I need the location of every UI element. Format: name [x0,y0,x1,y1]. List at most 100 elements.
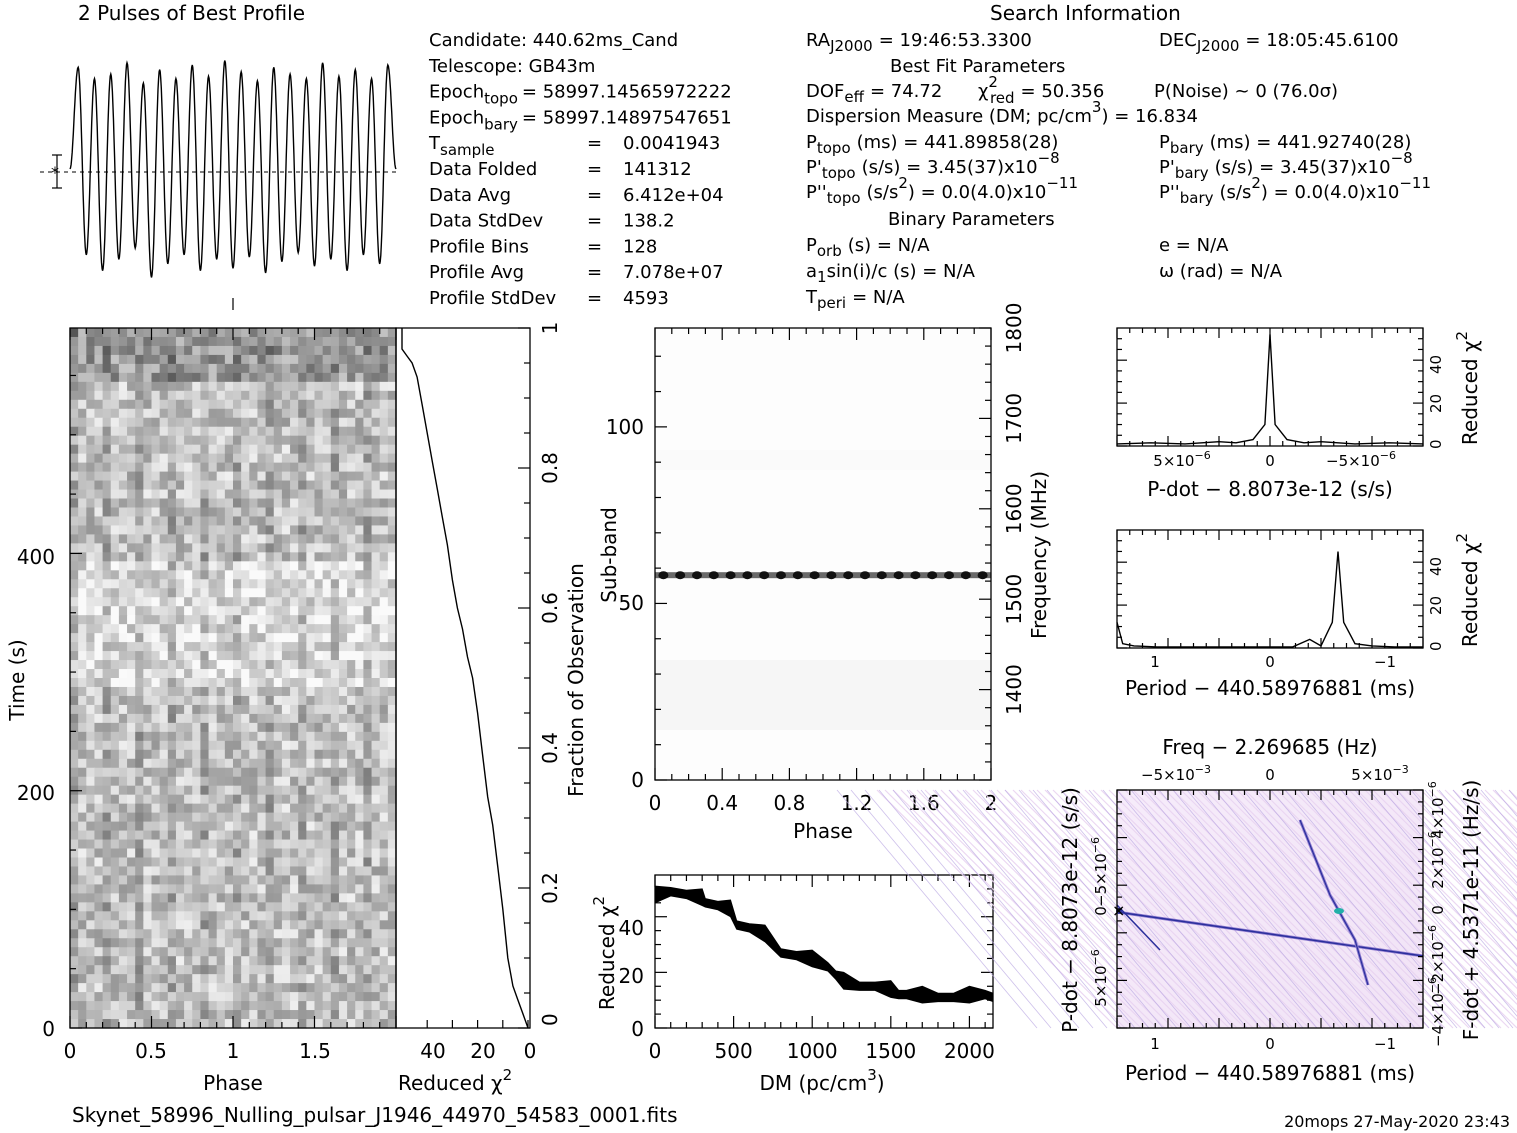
time-phase-cell [94,758,104,769]
time-phase-cell [379,408,389,419]
time-phase-cell [102,803,112,814]
time-phase-cell [387,570,397,580]
time-phase-cell [70,830,79,841]
time-phase-cell [273,902,283,912]
time-phase-cell [347,561,356,571]
time-phase-cell [135,821,144,832]
time-phase-cell [387,525,397,536]
time-phase-cell [127,507,136,518]
time-phase-cell [110,884,120,894]
time-phase-cell [371,552,381,562]
time-phase-cell [273,624,283,634]
time-phase-cell [159,686,169,697]
time-phase-cell [159,929,169,939]
time-phase-cell [143,911,153,921]
time-phase-cell [338,767,348,778]
time-phase-cell [159,785,169,796]
time-phase-cell [265,704,275,715]
time-phase-cell [347,740,356,751]
time-phase-cell [135,417,144,428]
ticks-pp-right-c: 0 [1429,905,1447,915]
time-phase-cell [151,965,161,975]
time-phase-cell [355,390,364,401]
time-phase-cell [86,579,96,589]
time-phase-cell [241,435,250,446]
time-phase-cell [306,1019,316,1029]
time-phase-cell [338,669,348,679]
plane-fringe [850,789,1052,1029]
time-phase-cell [151,1001,161,1011]
time-phase-cell [159,543,169,553]
time-phase-cell [371,686,381,697]
time-phase-cell [257,471,267,482]
time-phase-cell [94,444,104,455]
time-phase-cell [102,444,112,455]
time-phase-cell [127,669,136,679]
time-phase-cell [86,489,96,500]
time-phase-cell [143,507,153,518]
time-phase-cell [208,579,218,589]
time-phase-cell [70,695,79,706]
time-phase-cell [347,794,356,805]
time-phase-cell [233,624,242,634]
time-phase-cell [216,507,226,518]
time-phase-cell [78,516,87,527]
time-phase-cell [224,965,234,975]
time-phase-cell [322,794,332,805]
svg-text:−5×10−3: −5×10−3 [1141,763,1211,784]
time-phase-cell [118,606,128,616]
time-phase-cell [102,821,112,832]
time-phase-cell [249,426,259,437]
time-phase-cell [273,983,283,993]
time-phase-cell [338,606,348,616]
time-phase-cell [159,848,169,859]
time-phase-cell [118,579,128,589]
time-phase-cell [241,956,250,966]
time-phase-cell [175,785,185,796]
time-phase-cell [363,947,373,957]
plane-fringe [1212,789,1454,1029]
time-phase-cell [151,543,161,553]
time-phase-cell [143,516,153,527]
time-phase-cell [167,399,177,410]
time-phase-cell [224,704,234,715]
plane-fringe [892,789,1134,1029]
time-phase-cell [387,328,397,338]
time-phase-cell [135,606,144,616]
time-phase-cell [298,983,307,993]
time-phase-cell [118,570,128,580]
time-phase-cell [102,651,112,661]
time-phase-cell [143,758,153,769]
time-phase-cell [167,390,177,401]
time-phase-cell [265,920,275,930]
time-phase-cell [86,498,96,509]
time-phase-cell [290,992,299,1002]
time-phase-cell [216,1010,226,1020]
time-phase-cell [233,606,242,616]
time-phase-cell [86,363,96,374]
time-phase-cell [241,408,250,419]
ticks-phase-x-2: 1 [227,1039,240,1063]
time-phase-cell [135,695,144,706]
time-phase-cell [94,543,104,553]
time-phase-cell [224,372,234,383]
time-phase-cell [167,507,177,518]
time-phase-cell [241,381,250,392]
time-phase-cell [110,381,120,392]
info-value: 4593 [623,288,669,309]
time-phase-cell [241,803,250,814]
time-phase-cell [241,947,250,957]
time-phase-cell [102,435,112,446]
time-phase-cell [387,758,397,769]
time-phase-cell [70,1019,79,1029]
time-phase-cell [135,624,144,634]
time-phase-cell [167,758,177,769]
time-phase-cell [257,848,267,859]
time-phase-cell [257,543,267,553]
time-phase-cell [208,884,218,894]
time-phase-cell [379,399,389,410]
time-phase-cell [102,345,112,356]
time-phase-cell [249,435,259,446]
plane-fringe [1312,789,1514,1029]
info-value: 6.412e+04 [623,185,724,206]
